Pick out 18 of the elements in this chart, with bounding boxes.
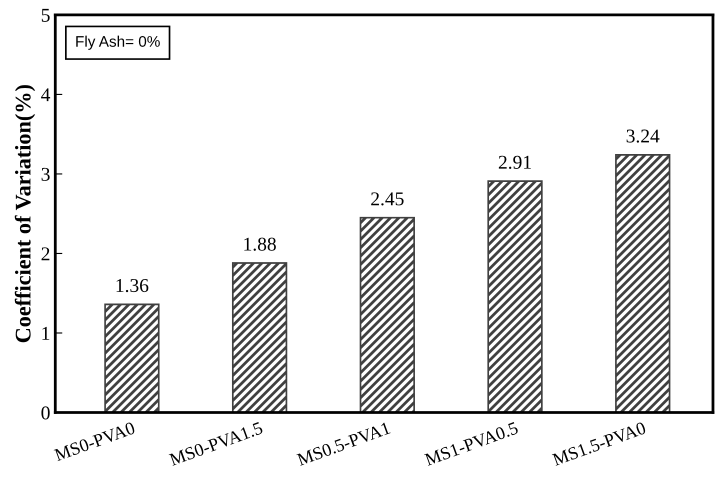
data-label: 1.88 [244, 238, 276, 251]
bar [360, 216, 415, 413]
y-tick-label: 1 [42, 326, 50, 340]
bar [615, 154, 670, 413]
bar [104, 304, 160, 413]
data-label: 1.36 [116, 279, 148, 292]
y-tick-label: 4 [41, 88, 50, 102]
bar [232, 262, 288, 413]
y-tick-label: 3 [42, 168, 50, 181]
annotation: Fly Ash= 0% [76, 36, 160, 50]
bar [487, 180, 543, 413]
data-label: 2.91 [498, 156, 531, 169]
y-axis-title: Coefficient of Variation(%) [14, 85, 36, 342]
y-tick-label: 0 [41, 406, 50, 420]
y-tick-label: 2 [42, 247, 50, 260]
y-tick-label: 5 [42, 8, 50, 22]
data-label: 2.45 [371, 192, 404, 206]
data-label: 3.24 [626, 130, 660, 143]
